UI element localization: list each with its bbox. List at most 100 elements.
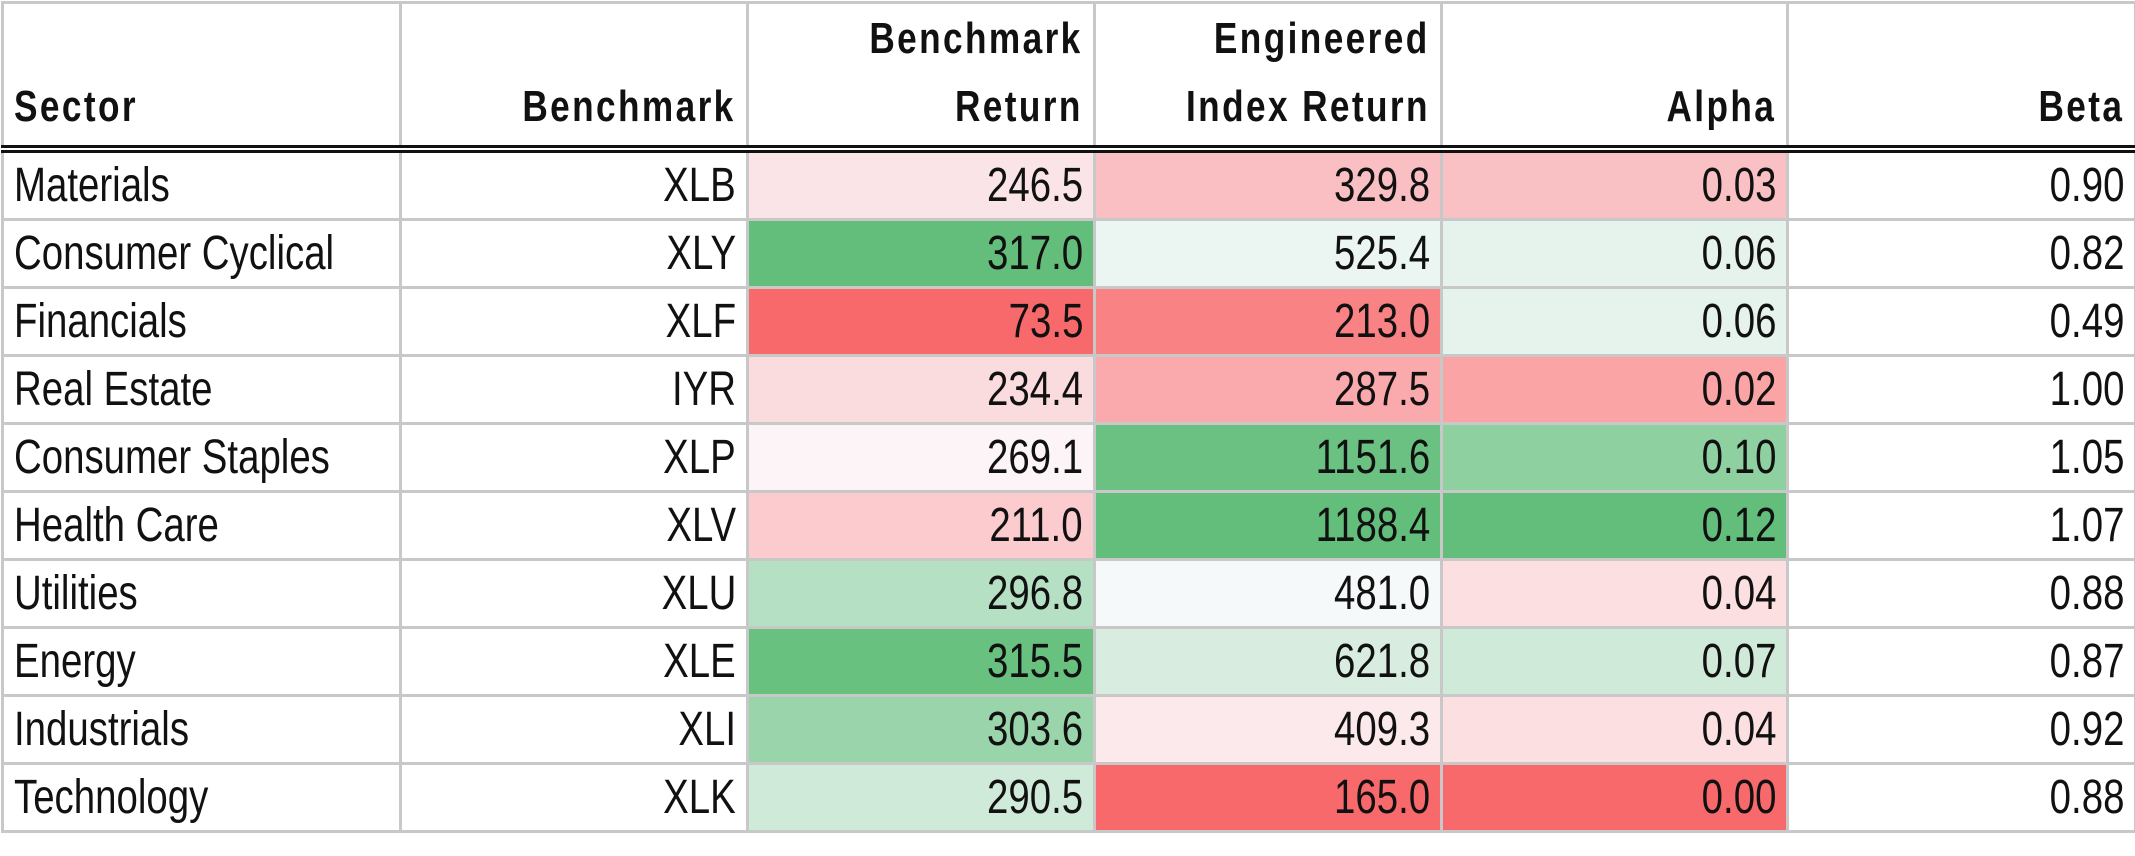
table-cell: XLB (401, 149, 748, 220)
table-cell: 0.82 (1788, 220, 2135, 288)
cell-text: 0.88 (2049, 566, 2124, 621)
cell-text: XLK (663, 770, 736, 825)
cell-text: 0.82 (2049, 226, 2124, 281)
table-cell: 213.0 (1095, 288, 1442, 356)
cell-text: 287.5 (1334, 362, 1430, 417)
cell-text: 0.90 (2049, 158, 2124, 213)
table-cell: XLI (401, 696, 748, 764)
cell-text: XLV (666, 498, 736, 553)
cell-text: 0.88 (2049, 770, 2124, 825)
table-cell: 409.3 (1095, 696, 1442, 764)
cell-text: 213.0 (1334, 294, 1430, 349)
table-cell: 0.03 (1442, 149, 1788, 220)
cell-text: 329.8 (1334, 158, 1430, 213)
header-line: Beta (1799, 73, 2124, 141)
cell-text: XLI (678, 702, 736, 757)
cell-text: Materials (14, 158, 170, 213)
cell-text: XLP (663, 430, 736, 485)
header-text: Benchmark (870, 5, 1083, 73)
table-cell: 525.4 (1095, 220, 1442, 288)
cell-text: 1.07 (2049, 498, 2124, 553)
cell-text: Consumer Staples (14, 430, 330, 485)
cell-text: 296.8 (987, 566, 1083, 621)
table-cell: 287.5 (1095, 356, 1442, 424)
table-cell: 621.8 (1095, 628, 1442, 696)
table-cell: 0.06 (1442, 288, 1788, 356)
table-cell: Real Estate (3, 356, 401, 424)
cell-text: XLB (663, 158, 736, 213)
table-cell: 1188.4 (1095, 492, 1442, 560)
table-cell: Industrials (3, 696, 401, 764)
header-line: Benchmark (412, 73, 736, 141)
header-text: Engineered (1214, 5, 1430, 73)
table-cell: 269.1 (748, 424, 1095, 492)
cell-text: 234.4 (987, 362, 1083, 417)
table-cell: XLE (401, 628, 748, 696)
table-cell: 211.0 (748, 492, 1095, 560)
header-text: Return (955, 73, 1083, 141)
cell-text: IYR (672, 362, 736, 417)
table-cell: 0.88 (1788, 560, 2135, 628)
cell-text: 621.8 (1334, 634, 1430, 689)
table-cell: XLF (401, 288, 748, 356)
table-cell: XLY (401, 220, 748, 288)
table-cell: 481.0 (1095, 560, 1442, 628)
cell-text: 0.02 (1701, 362, 1776, 417)
cell-text: 269.1 (987, 430, 1083, 485)
header-text: Sector (14, 73, 138, 141)
cell-text: 525.4 (1334, 226, 1430, 281)
cell-text: 0.49 (2049, 294, 2124, 349)
table-cell: XLV (401, 492, 748, 560)
table-cell: XLU (401, 560, 748, 628)
header-line: Benchmark (759, 5, 1083, 73)
header-line: Sector (14, 73, 389, 141)
cell-text: XLE (663, 634, 736, 689)
table-cell: 0.92 (1788, 696, 2135, 764)
cell-text: 1.00 (2049, 362, 2124, 417)
column-header: Benchmark (401, 3, 748, 150)
header-line: Engineered (1106, 5, 1430, 73)
table-cell: 315.5 (748, 628, 1095, 696)
cell-text: 73.5 (1008, 294, 1083, 349)
cell-text: 211.0 (990, 498, 1083, 553)
table-cell: 0.00 (1442, 764, 1788, 832)
cell-text: 0.03 (1701, 158, 1776, 213)
table-cell: 0.06 (1442, 220, 1788, 288)
table-cell: IYR (401, 356, 748, 424)
table-cell: 1.05 (1788, 424, 2135, 492)
cell-text: XLF (666, 294, 736, 349)
cell-text: 315.5 (987, 634, 1083, 689)
table-cell: Consumer Cyclical (3, 220, 401, 288)
table-cell: 1.00 (1788, 356, 2135, 424)
table-cell: 1.07 (1788, 492, 2135, 560)
cell-text: Utilities (14, 566, 138, 621)
table-cell: 0.88 (1788, 764, 2135, 832)
cell-text: Energy (14, 634, 136, 689)
table-cell: 73.5 (748, 288, 1095, 356)
cell-text: 0.87 (2049, 634, 2124, 689)
table-cell: 0.12 (1442, 492, 1788, 560)
table-cell: 1151.6 (1095, 424, 1442, 492)
cell-text: Consumer Cyclical (14, 226, 334, 281)
header-text: Beta (2038, 73, 2124, 141)
cell-text: Technology (14, 770, 208, 825)
table-cell: Technology (3, 764, 401, 832)
cell-text: 290.5 (987, 770, 1083, 825)
table-cell: 246.5 (748, 149, 1095, 220)
table-cell: 0.10 (1442, 424, 1788, 492)
cell-text: 0.00 (1701, 770, 1776, 825)
